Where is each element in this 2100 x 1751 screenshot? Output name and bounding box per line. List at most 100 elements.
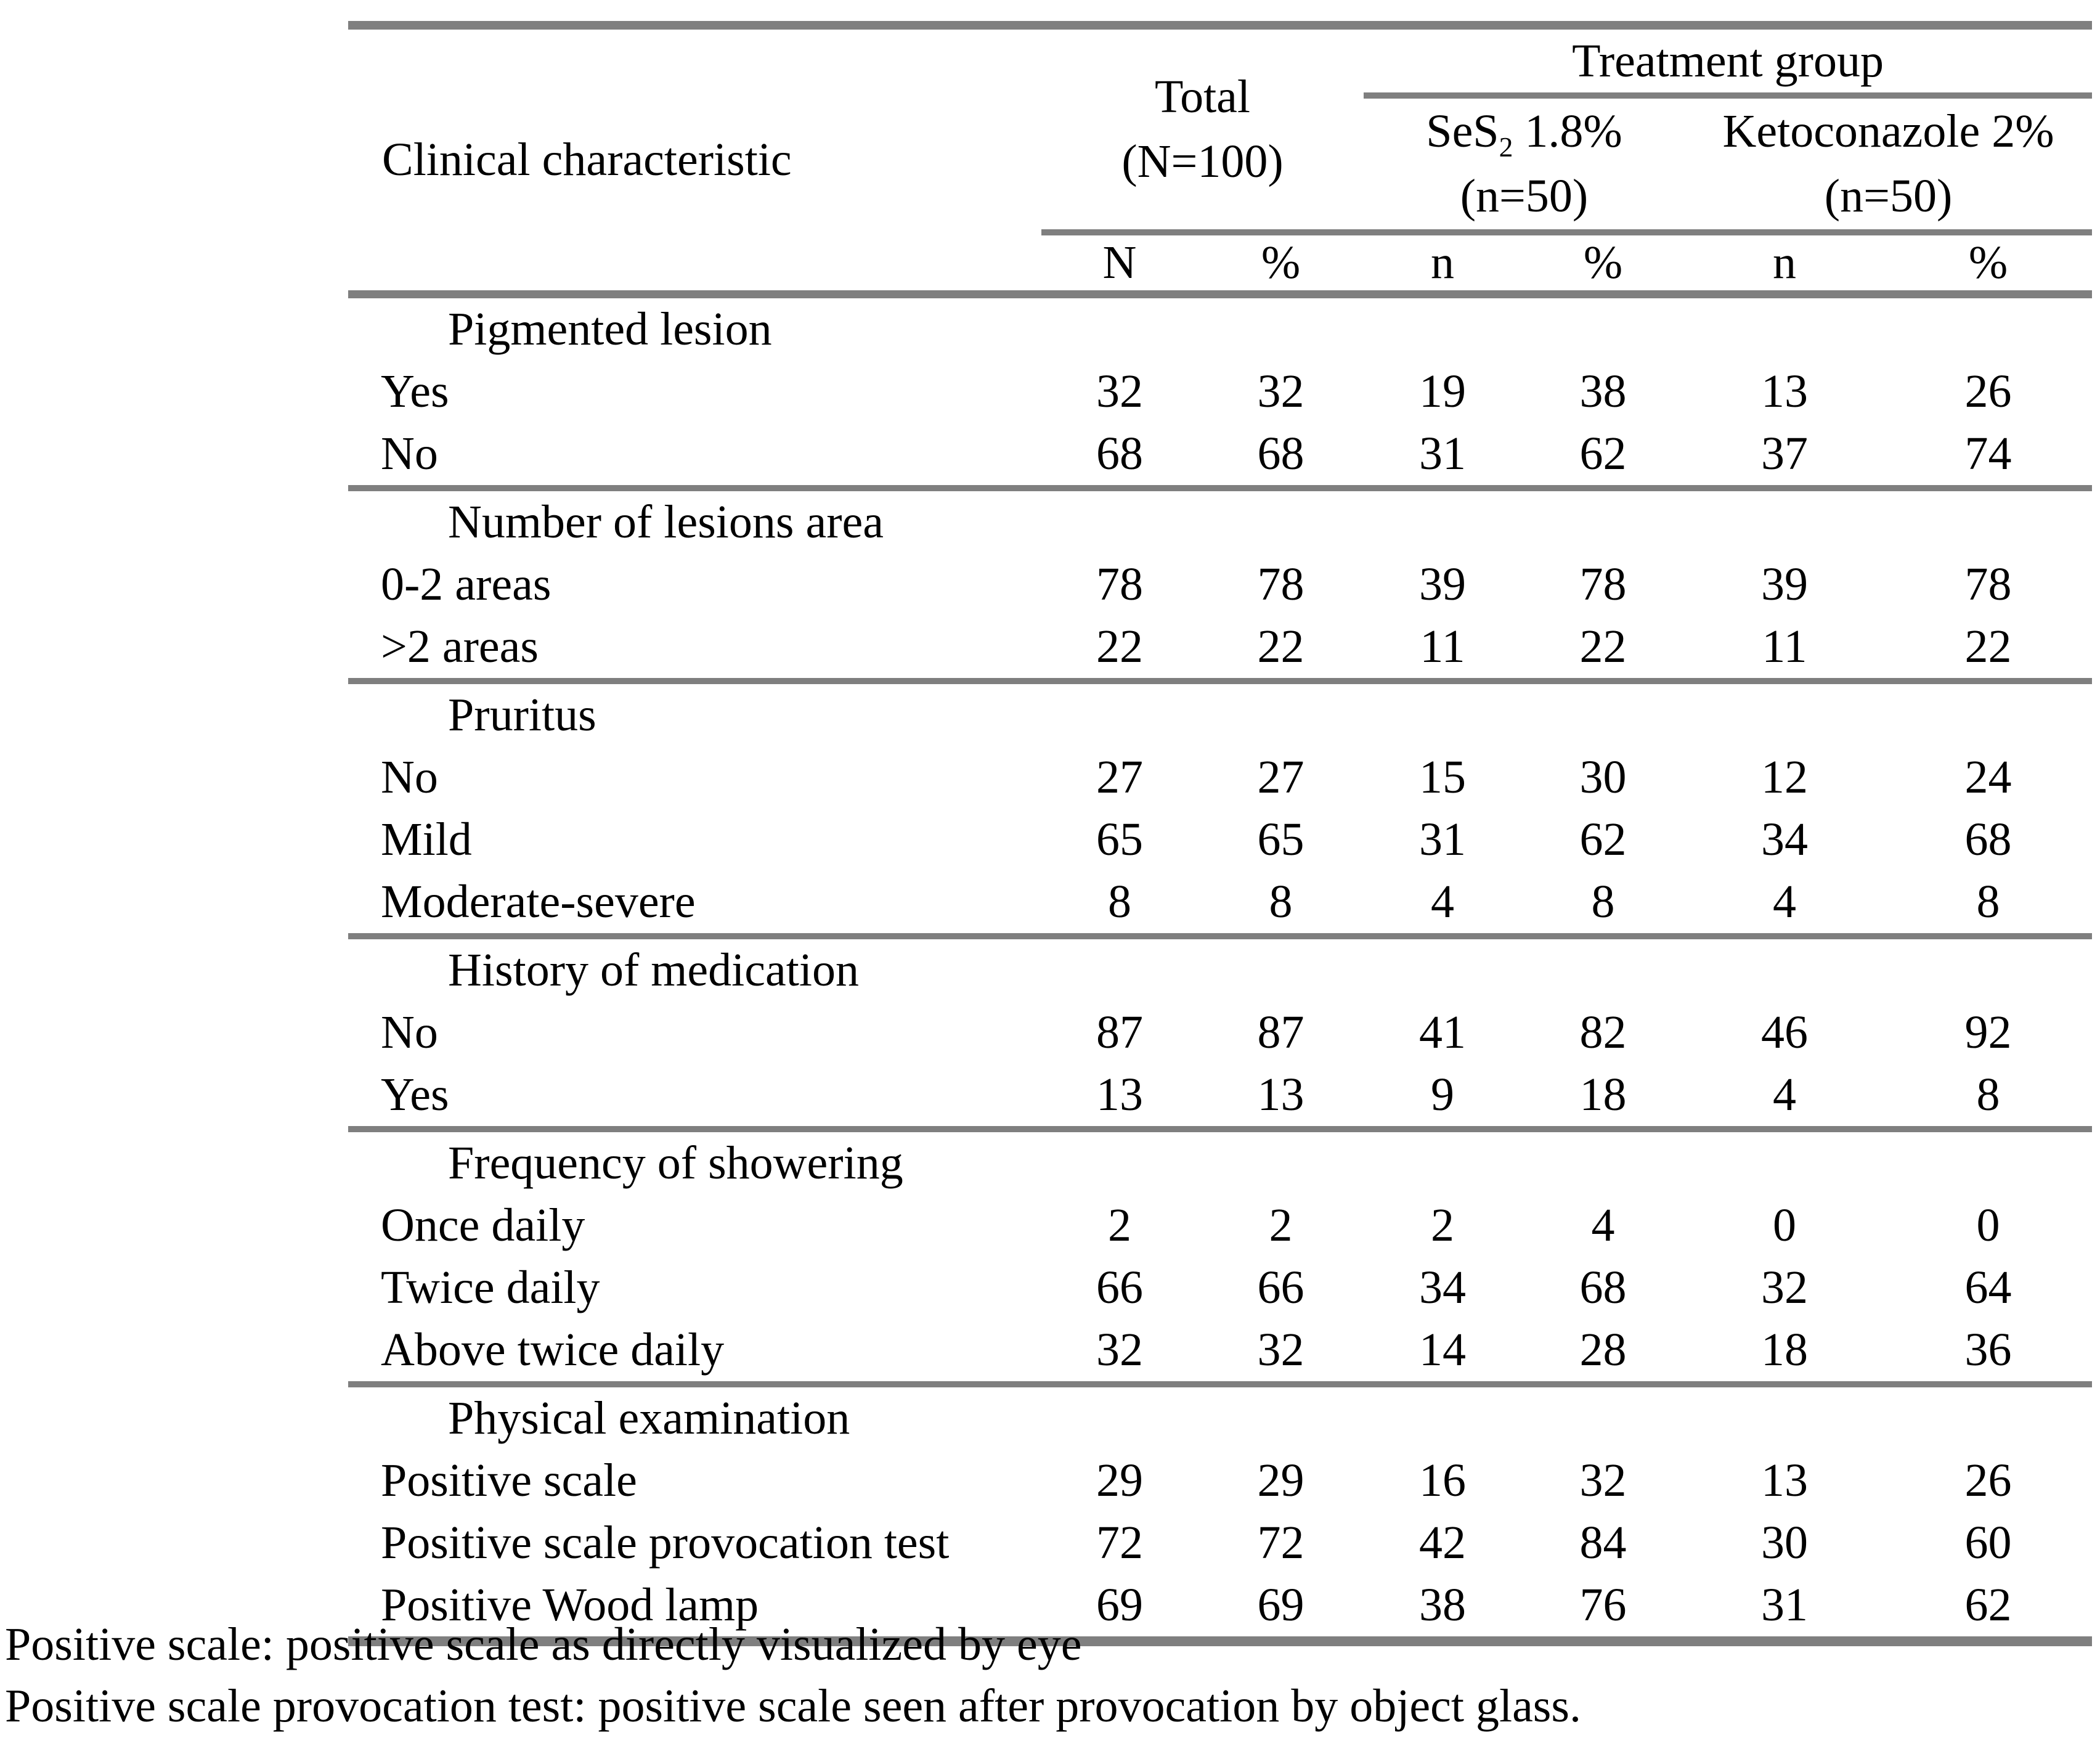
cell-value: 65 — [1096, 814, 1143, 865]
cell-value: 11 — [1685, 616, 1884, 684]
cell-value: 18 — [1685, 1319, 1884, 1387]
section-header-row: History of medication — [348, 936, 2092, 1002]
cell-value: 36 — [1884, 1319, 2093, 1387]
cell-value: 32 — [1198, 1319, 1364, 1387]
cell-value: 22 — [1198, 616, 1364, 684]
table-row: Yes 32 32 19 38 13 26 — [348, 361, 2092, 423]
total-label: Total — [1154, 71, 1251, 123]
cell-value: 16 — [1419, 1455, 1466, 1506]
subcolumn-header-keto-n: n — [1685, 229, 1884, 298]
cell-value: 34 — [1419, 1262, 1466, 1313]
cell-value: 29 — [1096, 1455, 1143, 1506]
table-row: Once daily 2 2 2 4 0 0 — [348, 1194, 2092, 1257]
cell-value: 15 — [1419, 751, 1466, 803]
cell-value: 64 — [1964, 1262, 2012, 1313]
cell-value: 8 — [1521, 871, 1685, 939]
section-title: Physical examination — [448, 1392, 850, 1444]
cell-value: 78 — [1257, 558, 1304, 610]
cell-value: 2 — [1108, 1199, 1131, 1251]
cell-value: 68 — [1964, 814, 2012, 865]
table-row: No 68 68 31 62 37 74 — [348, 423, 2093, 491]
column-header-total: Total (N=100) — [1041, 21, 1364, 232]
cell-value: 68 — [1041, 423, 1198, 491]
ses2-label-prefix: SeS — [1426, 105, 1499, 157]
cell-value: 4 — [1591, 1199, 1615, 1251]
cell-value: 66 — [1096, 1262, 1143, 1313]
total-n-count: (N=100) — [1121, 136, 1284, 187]
footnotes: Positive scale: positive scale as direct… — [5, 1614, 1581, 1737]
cell-value: 69 — [1041, 1574, 1198, 1646]
cell-value: 76 — [1521, 1574, 1685, 1646]
cell-value: 74 — [1884, 423, 2093, 491]
cell-value: 84 — [1579, 1517, 1627, 1569]
section-title: Pruritus — [448, 689, 596, 741]
table-row: 0-2 areas 78 78 39 78 39 78 — [348, 553, 2092, 616]
cell-value: 32 — [1761, 1262, 1808, 1313]
table-row: No 87 87 41 82 46 92 — [348, 1002, 2092, 1064]
cell-value: 13 — [1761, 1455, 1808, 1506]
cell-value: 38 — [1364, 1574, 1521, 1646]
cell-value: 2 — [1431, 1199, 1454, 1251]
ses2-label-rest: 1.8% — [1513, 105, 1622, 157]
row-label: Above twice daily — [348, 1319, 1041, 1387]
table-header: Clinical characteristic Total (N=100) Tre… — [348, 21, 2093, 298]
cell-value: 42 — [1419, 1517, 1466, 1569]
section-header-row: Frequency of showering — [348, 1129, 2092, 1194]
ketoconazole-label: Ketoconazole 2% — [1722, 105, 2054, 157]
subcolumn-header-total-n: N — [1041, 229, 1198, 298]
cell-value: 68 — [1198, 423, 1364, 491]
column-header-ketoconazole: Ketoconazole 2% (n=50) — [1685, 96, 2092, 232]
row-label: Positive Wood lamp — [348, 1574, 1041, 1646]
cell-value: 22 — [1041, 616, 1198, 684]
cell-value: 22 — [1521, 616, 1685, 684]
cell-value: 32 — [1041, 1319, 1198, 1387]
cell-value: 78 — [1096, 558, 1143, 610]
row-label: Yes — [348, 1064, 1041, 1132]
cell-value: 11 — [1364, 616, 1521, 684]
table-row: Positive scale provocation test 72 72 42 84 3… — [348, 1512, 2092, 1574]
cell-value: 18 — [1521, 1064, 1685, 1132]
cell-value: 19 — [1419, 365, 1466, 417]
column-header-ses2: SeS2 1.8% (n=50) — [1364, 96, 1685, 232]
section-header-row: Pigmented lesion — [348, 295, 2092, 361]
cell-value: 62 — [1521, 423, 1685, 491]
cell-value: 4 — [1685, 1064, 1884, 1132]
cell-value: 0 — [1976, 1199, 2000, 1251]
row-label: Mild — [381, 814, 472, 865]
cell-value: 8 — [1884, 871, 2093, 939]
section-title: Frequency of showering — [448, 1137, 903, 1189]
clinical-characteristics-table: Clinical characteristic Total (N=100) Tre… — [348, 21, 2093, 1646]
cell-value: 8 — [1198, 871, 1364, 939]
ses2-subscript: 2 — [1499, 131, 1513, 163]
cell-value: 22 — [1884, 616, 2093, 684]
cell-value: 68 — [1579, 1262, 1627, 1313]
table-row: Twice daily 66 66 34 68 32 64 — [348, 1257, 2092, 1319]
cell-value: 2 — [1269, 1199, 1293, 1251]
row-label: Moderate-severe — [348, 871, 1041, 939]
header-row-1: Clinical characteristic Total (N=100) Tre… — [348, 21, 2093, 298]
row-label: No — [381, 1006, 438, 1058]
cell-value: 31 — [1419, 814, 1466, 865]
cell-value: 34 — [1761, 814, 1808, 865]
cell-value: 60 — [1964, 1517, 2012, 1569]
cell-value: 27 — [1096, 751, 1143, 803]
row-label: No — [381, 751, 438, 803]
cell-value: 30 — [1579, 751, 1627, 803]
cell-value: 62 — [1579, 814, 1627, 865]
cell-value: 8 — [1041, 871, 1198, 939]
row-label: Yes — [381, 365, 449, 417]
footnote-line: Positive scale provocation test: positiv… — [5, 1680, 1581, 1732]
cell-value: 78 — [1964, 558, 2012, 610]
cell-value: 12 — [1761, 751, 1808, 803]
cell-value: 69 — [1198, 1574, 1364, 1646]
cell-value: 14 — [1364, 1319, 1521, 1387]
cell-value: 32 — [1579, 1455, 1627, 1506]
table-row: Positive Wood lamp 69 69 38 76 31 62 — [348, 1574, 2093, 1646]
cell-value: 41 — [1419, 1006, 1466, 1058]
section-header-row: Number of lesions area — [348, 488, 2092, 553]
subcolumn-header-ses2-pct: % — [1521, 229, 1685, 298]
cell-value: 72 — [1096, 1517, 1143, 1569]
cell-value: 13 — [1761, 365, 1808, 417]
row-label: Once daily — [381, 1199, 585, 1251]
